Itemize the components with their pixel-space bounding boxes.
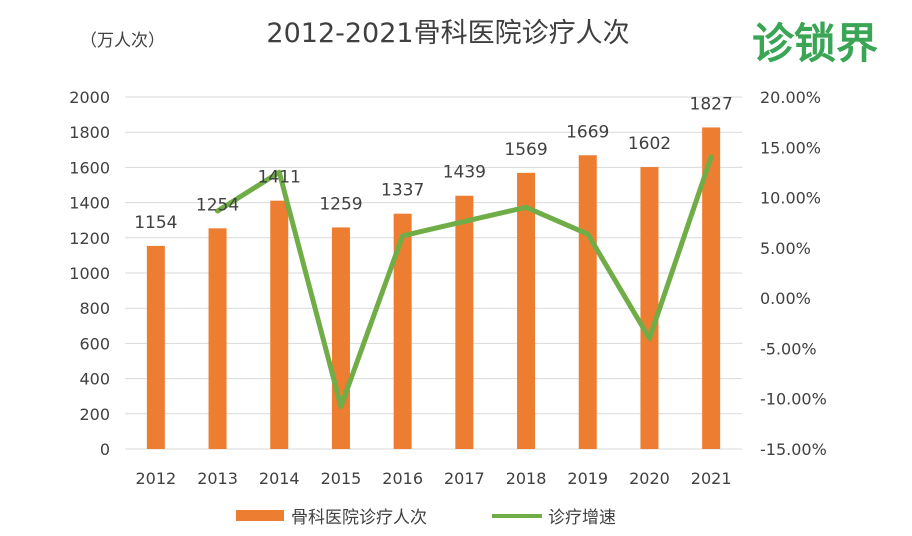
x-tick-label: 2019 bbox=[567, 469, 608, 488]
right-tick-label: -5.00% bbox=[760, 339, 817, 358]
bar bbox=[270, 200, 289, 449]
bar bbox=[640, 167, 659, 449]
bar-data-label: 1337 bbox=[381, 181, 424, 201]
bar bbox=[517, 172, 536, 449]
growth-line bbox=[215, 154, 714, 409]
line-series bbox=[215, 154, 714, 409]
left-axis-unit: （万人次） bbox=[80, 31, 165, 51]
left-tick-label: 1800 bbox=[69, 123, 110, 142]
bar bbox=[146, 245, 165, 449]
bar-data-label: 1602 bbox=[628, 134, 671, 154]
bar bbox=[578, 155, 597, 450]
legend-label-line: 诊疗增速 bbox=[548, 508, 616, 528]
gridlines bbox=[125, 96, 742, 450]
x-tick-label: 2021 bbox=[691, 469, 732, 488]
right-axis: -15.00% -10.00% -5.00% 0.00% 5.00% 10.00% 15.0… bbox=[760, 88, 827, 459]
left-tick-label: 1200 bbox=[69, 229, 110, 248]
x-tick-label: 2015 bbox=[321, 469, 362, 488]
bar-series bbox=[146, 127, 721, 450]
chart-title: 2012-2021骨科医院诊疗人次 bbox=[266, 18, 629, 49]
right-tick-label: -15.00% bbox=[760, 440, 827, 459]
left-tick-label: 0 bbox=[100, 440, 110, 459]
right-tick-label: 15.00% bbox=[760, 138, 821, 157]
x-tick-label: 2013 bbox=[197, 469, 238, 488]
bar bbox=[208, 228, 227, 449]
legend: 骨科医院诊疗人次 诊疗增速 bbox=[236, 508, 616, 528]
bar-data-label: 1254 bbox=[196, 195, 239, 215]
x-tick-label: 2018 bbox=[506, 469, 547, 488]
bar-data-label: 1669 bbox=[566, 122, 609, 142]
x-tick-label: 2014 bbox=[259, 469, 300, 488]
legend-label-bar: 骨科医院诊疗人次 bbox=[291, 508, 427, 528]
left-tick-label: 1600 bbox=[69, 158, 110, 177]
left-tick-label: 200 bbox=[79, 405, 110, 424]
bar bbox=[393, 213, 412, 449]
bar-data-label: 1827 bbox=[690, 94, 733, 114]
legend-swatch-bar bbox=[236, 510, 284, 521]
left-tick-label: 1400 bbox=[69, 194, 110, 213]
bar-data-label: 1439 bbox=[443, 163, 486, 183]
bar-data-label: 1569 bbox=[504, 140, 547, 160]
bar-data-label: 1154 bbox=[134, 213, 177, 233]
left-tick-label: 1000 bbox=[69, 264, 110, 283]
x-tick-label: 2017 bbox=[444, 469, 485, 488]
x-axis: 2012 2013 2014 2015 2016 2017 2018 2019 2020 2021 bbox=[135, 469, 731, 488]
x-tick-label: 2012 bbox=[135, 469, 176, 488]
right-tick-label: 0.00% bbox=[760, 289, 811, 308]
bar bbox=[331, 227, 350, 449]
bar-data-label: 1259 bbox=[319, 194, 362, 214]
bar bbox=[455, 195, 474, 449]
bar-data-label: 1411 bbox=[258, 168, 301, 188]
right-tick-label: 20.00% bbox=[760, 88, 821, 107]
right-tick-label: 10.00% bbox=[760, 189, 821, 208]
bar bbox=[702, 127, 721, 449]
x-tick-label: 2016 bbox=[382, 469, 423, 488]
right-tick-label: 5.00% bbox=[760, 239, 811, 258]
x-tick-label: 2020 bbox=[629, 469, 670, 488]
brand-logo: 诊锁界 bbox=[752, 19, 878, 68]
right-tick-label: -10.00% bbox=[760, 390, 827, 409]
left-axis: 0 200 400 600 800 1000 1200 1400 1600 1800 2000 bbox=[69, 88, 110, 459]
left-tick-label: 400 bbox=[79, 370, 110, 389]
logo-text: 诊锁界 bbox=[752, 19, 878, 68]
left-tick-label: 800 bbox=[79, 299, 110, 318]
left-tick-label: 600 bbox=[79, 334, 110, 353]
left-tick-label: 2000 bbox=[69, 88, 110, 107]
data-labels: 1154 1254 1411 1259 1337 1439 1569 1669 1602 1827 bbox=[134, 94, 733, 232]
